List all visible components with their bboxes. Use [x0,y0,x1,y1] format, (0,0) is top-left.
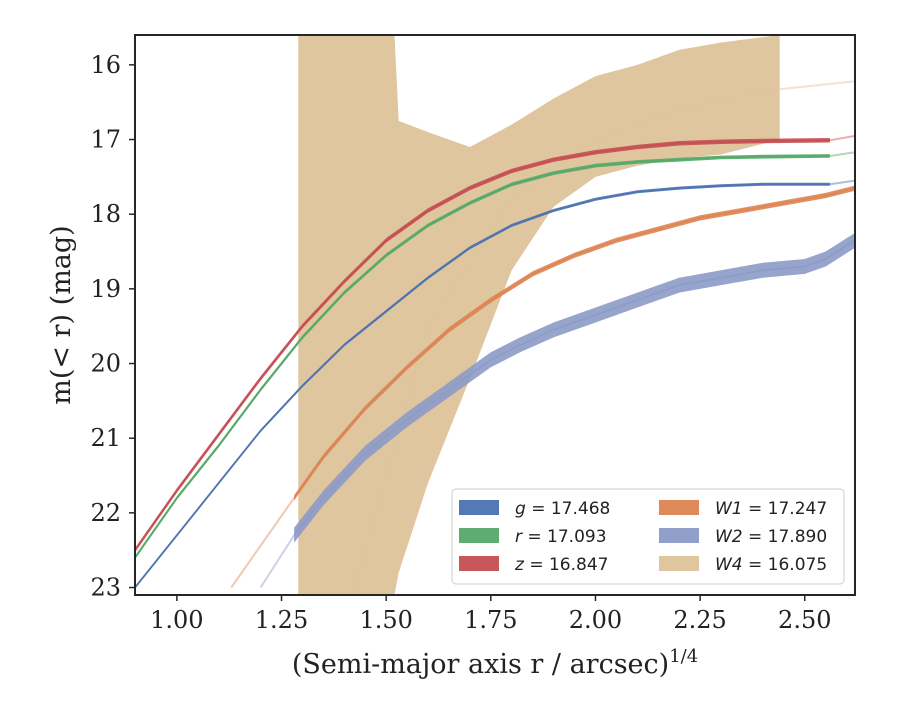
legend-series-name: W4 [715,555,743,575]
x-tick-label: 1.00 [150,606,203,634]
series-z-extrapolation [829,134,855,142]
legend-series-value: = 16.847 [524,555,609,575]
series-w2-extrapolation [259,534,295,589]
series-w4 [298,35,855,595]
legend-series-name: r [515,527,523,547]
legend-swatch [459,500,499,515]
series-g [135,179,855,590]
series-w2 [259,232,855,589]
series-w1-extrapolation [230,497,295,589]
y-tick-label: 20 [90,350,121,378]
legend-item-r: r = 17.093 [459,527,607,547]
series-r [135,151,855,560]
legend-series-name: W1 [715,499,743,519]
ticks-layer: 1.00 1.25 1.50 1.75 2.00 2.25 2.50 16 17 18 19 20 21… [90,51,831,634]
series-g-line [135,183,830,588]
legend-swatch [659,528,699,543]
series-layer [135,35,855,595]
x-tick-label: 1.75 [464,606,517,634]
legend-series-value: = 17.247 [743,499,828,519]
x-axis-label: (Semi-major axis r / arcsec)1/4 [292,646,698,680]
x-tick-label: 1.50 [359,606,412,634]
y-tick-label: 17 [90,126,121,154]
series-w4-extrapolation [351,80,855,595]
x-tick-label: 2.50 [778,606,831,634]
legend-item-w1: W1 = 17.247 [659,499,827,519]
series-r-line [135,155,830,559]
y-tick-label: 23 [90,574,121,602]
series-w2-line [293,239,855,536]
series-z-line [135,139,830,551]
legend-label: W2 = 17.890 [715,527,827,547]
x-tick-label: 2.00 [569,606,622,634]
legend-series-value: = 17.890 [743,527,828,547]
legend-item-z: z = 16.847 [459,555,608,575]
legend-swatch [459,528,499,543]
series-r-extrapolation [829,151,855,157]
series-w2-band [294,232,855,543]
legend-label: z = 16.847 [514,555,608,575]
y-tick-label: 22 [90,499,121,527]
x-tick-label: 2.25 [673,606,726,634]
series-z [135,134,855,553]
series-w4-band [298,35,780,595]
legend-series-name: z [514,555,525,575]
y-tick-label: 16 [90,51,121,79]
y-tick-label: 21 [90,424,121,452]
legend-frame [451,488,845,585]
legend-swatch [659,556,699,571]
legend-series-value: = 17.093 [522,527,607,547]
legend-series-value: = 16.075 [743,555,828,575]
series-w1 [230,185,855,589]
legend-label: g = 17.468 [515,499,610,519]
legend-swatch [459,556,499,571]
legend-series-name: W2 [715,527,743,547]
series-g-extrapolation [829,179,855,186]
legend-label: W1 = 17.247 [715,499,827,519]
y-axis-label: m(< r) (mag) [46,225,77,404]
legend-item-w4: W4 = 16.075 [659,555,827,575]
plot-frame [134,34,856,596]
y-tick-label: 19 [90,275,121,303]
y-tick-label: 18 [90,200,121,228]
series-w1-line [293,187,855,499]
legend-swatch [659,500,699,515]
legend-series-name: g [515,499,526,519]
legend-item-w2: W2 = 17.890 [659,527,827,547]
legend-label: r = 17.093 [515,527,607,547]
legend-label: W4 = 16.075 [715,555,827,575]
x-tick-label: 1.25 [255,606,308,634]
legend-item-g: g = 17.468 [459,499,610,519]
legend-series-value: = 17.468 [526,499,611,519]
